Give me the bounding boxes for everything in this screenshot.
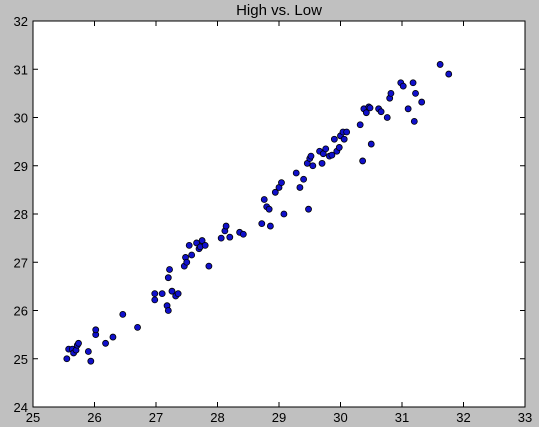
scatter-point	[266, 222, 274, 230]
scatter-point	[309, 162, 317, 170]
scatter-point	[87, 357, 95, 365]
y-tick-label: 28	[14, 207, 28, 222]
x-tick-label: 33	[518, 410, 532, 425]
scatter-point	[292, 169, 300, 177]
y-tick-label: 30	[14, 111, 28, 126]
x-tick-label: 29	[272, 410, 286, 425]
scatter-point	[366, 104, 374, 112]
scatter-point	[359, 157, 367, 165]
scatter-point	[377, 108, 385, 116]
scatter-point	[239, 230, 247, 238]
scatter-point	[300, 175, 308, 183]
scatter-point	[399, 82, 407, 90]
axes-background	[32, 20, 526, 408]
y-tick-label: 26	[14, 304, 28, 319]
scatter-point	[436, 61, 444, 68]
scatter-point	[445, 70, 453, 78]
scatter-point	[328, 151, 336, 159]
scatter-point	[222, 222, 230, 230]
y-tick-label: 31	[14, 62, 28, 77]
scatter-point	[278, 179, 285, 187]
scatter-point	[134, 323, 141, 331]
scatter-point	[63, 355, 71, 363]
scatter-point	[404, 105, 412, 113]
scatter-point	[92, 326, 100, 334]
x-tick-label: 25	[26, 410, 40, 425]
scatter-point	[102, 339, 109, 347]
scatter-point	[205, 262, 213, 270]
scatter-point	[343, 128, 351, 136]
scatter-point	[198, 237, 206, 244]
scatter-point	[201, 241, 209, 249]
y-tick-label: 27	[14, 255, 28, 270]
scatter-point	[75, 339, 82, 347]
scatter-point	[166, 266, 173, 273]
scatter-point	[188, 251, 196, 259]
scatter-point	[356, 121, 364, 129]
scatter-point	[322, 145, 330, 153]
scatter-point	[260, 196, 268, 203]
scatter-point	[158, 290, 166, 298]
scatter-point	[185, 241, 193, 249]
scatter-point	[109, 333, 117, 341]
scatter-point	[412, 89, 419, 97]
scatter-point	[410, 117, 418, 125]
points-layer	[63, 61, 453, 365]
scatter-point	[164, 274, 172, 282]
scatter-point	[84, 348, 92, 355]
chart-title: High vs. Low	[236, 2, 322, 19]
scatter-point	[164, 307, 172, 314]
x-tick-label: 31	[395, 410, 409, 425]
scatter-point	[174, 290, 182, 298]
scatter-point	[362, 109, 370, 117]
scatter-point	[330, 135, 338, 143]
scatter-point	[168, 287, 176, 295]
x-tick-label: 28	[210, 410, 224, 425]
scatter-point	[340, 135, 348, 143]
scatter-point	[151, 296, 159, 304]
scatter-point	[265, 205, 273, 213]
y-tick-label: 32	[14, 14, 28, 29]
scatter-point	[383, 114, 391, 121]
scatter-point	[119, 310, 127, 318]
scatter-point	[258, 220, 266, 228]
scatter-point	[183, 258, 191, 266]
x-tick-label: 26	[87, 410, 101, 425]
scatter-point	[305, 205, 312, 213]
scatter-point	[367, 140, 375, 148]
y-tick-label: 29	[14, 159, 28, 174]
x-tick-label: 30	[333, 410, 347, 425]
scatter-point	[271, 188, 279, 196]
x-tick-label: 32	[456, 410, 470, 425]
y-tick-label: 25	[14, 352, 28, 367]
y-tick-label: 24	[14, 400, 28, 415]
scatter-point	[409, 79, 417, 87]
scatter-point	[151, 290, 159, 298]
scatter-point	[418, 98, 426, 106]
scatter-point	[387, 89, 395, 97]
scatter-point	[280, 210, 288, 218]
x-tick-label: 27	[149, 410, 163, 425]
scatter-point	[335, 144, 343, 151]
scatter-point	[226, 233, 234, 241]
scatter-point	[296, 184, 304, 191]
scatter-point	[318, 159, 326, 167]
scatter-point	[217, 234, 225, 242]
scatter-point	[307, 152, 315, 160]
